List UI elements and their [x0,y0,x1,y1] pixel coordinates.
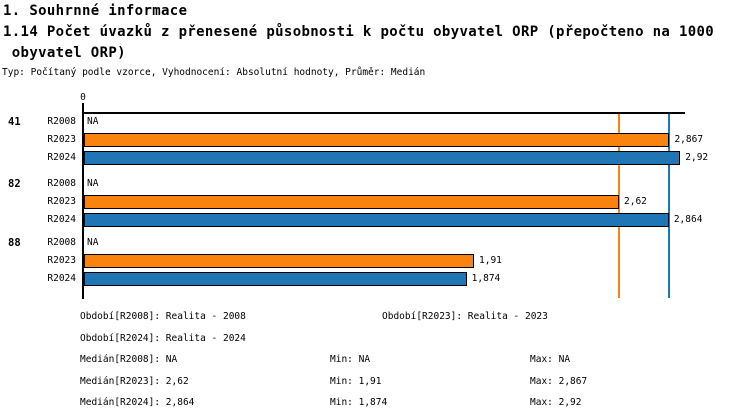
bar-82-R2024 [84,213,669,227]
na-label-88-R2008: NA [87,237,99,248]
row-label-88-R2024: R2024 [47,273,76,284]
median-line-r2024 [667,114,670,298]
na-label-82-R2008: NA [87,178,99,189]
bar-41-R2023 [84,133,670,147]
row-label-82-R2023: R2023 [47,196,76,207]
legend-max-r2008: Max: NA [530,354,571,365]
bar-value-88-R2024: 1,874 [471,273,501,284]
bar-value-41-R2024: 2,92 [685,152,709,163]
section-title: 1. Souhrnné informace [3,3,188,19]
bar-41-R2024 [84,151,681,165]
legend-period-r2024: Období[R2024]: Realita - 2024 [80,333,246,344]
legend-period-r2023: Období[R2023]: Realita - 2023 [382,311,548,322]
indicator-title-line1: 1.14 Počet úvazků z přenesené působnosti… [3,24,715,40]
row-label-82-R2008: R2008 [47,178,76,189]
bar-value-82-R2024: 2,864 [673,214,703,225]
row-label-88-R2023: R2023 [47,255,76,266]
indicator-meta: Typ: Počítaný podle vzorce, Vyhodnocení:… [2,67,426,78]
na-label-41-R2008: NA [87,116,99,127]
bar-82-R2023 [84,195,619,209]
indicator-title-line2: obyvatel ORP) [3,45,126,61]
bar-value-88-R2023: 1,91 [479,255,502,266]
row-label-41-R2024: R2024 [47,152,76,163]
row-label-82-R2024: R2024 [47,214,76,225]
x-axis-zero-tick-label: 0 [80,92,86,103]
row-label-41-R2008: R2008 [47,116,76,127]
legend-min-r2023: Min: 1,91 [330,376,382,387]
legend-min-r2008: Min: NA [330,354,371,365]
bar-value-82-R2023: 2,62 [624,196,647,207]
bar-88-R2023 [84,254,475,268]
row-label-88-R2008: R2008 [47,237,76,248]
legend-median-r2024: Medián[R2024]: 2,864 [80,397,195,408]
legend-period-r2008: Období[R2008]: Realita - 2008 [80,311,246,322]
y-axis-line [82,103,84,299]
group-label-82: 82 [8,178,21,190]
legend-median-r2023: Medián[R2023]: 2,62 [80,376,189,387]
bar-value-41-R2023: 2,867 [674,134,704,145]
median-line-r2023 [618,114,620,298]
legend-min-r2024: Min: 1,874 [330,397,388,408]
legend-max-r2024: Max: 2,92 [530,397,582,408]
group-label-88: 88 [8,237,21,249]
plot-top-border [83,112,685,114]
legend-median-r2008: Medián[R2008]: NA [80,354,178,365]
group-label-41: 41 [8,116,21,128]
row-label-41-R2023: R2023 [47,134,76,145]
bar-88-R2024 [84,272,467,286]
legend-max-r2023: Max: 2,867 [530,376,588,387]
